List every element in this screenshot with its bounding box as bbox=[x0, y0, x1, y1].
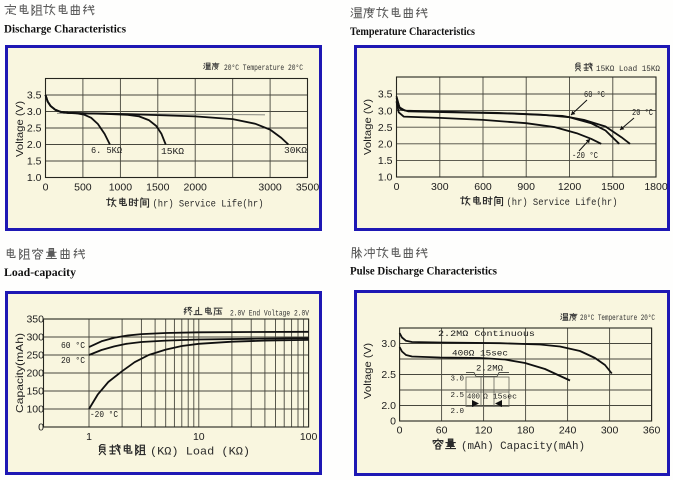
svg-text:Capacity(mAh): Capacity(mAh) bbox=[15, 333, 26, 413]
svg-text:(hr) Service Life(hr): (hr) Service Life(hr) bbox=[507, 197, 618, 209]
svg-text:300: 300 bbox=[431, 181, 449, 193]
svg-text:180: 180 bbox=[517, 425, 535, 437]
svg-text:1500: 1500 bbox=[601, 181, 625, 193]
svg-text:(hr) Service Life(hr): (hr) Service Life(hr) bbox=[153, 199, 264, 211]
svg-text:120: 120 bbox=[475, 425, 493, 437]
svg-text:3.0: 3.0 bbox=[378, 105, 393, 117]
svg-text:60 °C: 60 °C bbox=[61, 341, 86, 351]
svg-text:2.0V End Voltage 2.0V: 2.0V End Voltage 2.0V bbox=[230, 310, 309, 319]
svg-text:60 °C: 60 °C bbox=[584, 90, 605, 100]
svg-text:360: 360 bbox=[643, 425, 661, 437]
svg-text:350: 350 bbox=[26, 314, 44, 326]
svg-text:15KΩ Load 15KΩ: 15KΩ Load 15KΩ bbox=[596, 65, 660, 74]
svg-text:2.5: 2.5 bbox=[450, 392, 464, 400]
svg-text:6. 5KΩ: 6. 5KΩ bbox=[91, 146, 123, 156]
svg-text:0: 0 bbox=[38, 422, 44, 434]
svg-text:Voltage (V): Voltage (V) bbox=[15, 101, 26, 157]
svg-text:3500: 3500 bbox=[296, 182, 320, 194]
svg-text:1.0: 1.0 bbox=[378, 172, 393, 184]
svg-text:Ω 15sec: Ω 15sec bbox=[483, 394, 517, 402]
svg-text:1000: 1000 bbox=[109, 182, 133, 194]
svg-text:Load-capacity: Load-capacity bbox=[4, 267, 76, 279]
svg-text:-20 °C: -20 °C bbox=[572, 151, 598, 161]
svg-text:15KΩ: 15KΩ bbox=[161, 147, 185, 157]
svg-text:400Ω 15sec: 400Ω 15sec bbox=[452, 349, 508, 359]
svg-text:Discharge Characteristics: Discharge Characteristics bbox=[4, 24, 127, 36]
svg-text:20 °C: 20 °C bbox=[61, 356, 86, 366]
svg-text:2.0: 2.0 bbox=[27, 139, 42, 151]
svg-text:2.0: 2.0 bbox=[450, 408, 464, 416]
svg-text:2.0: 2.0 bbox=[378, 139, 393, 151]
svg-text:2.2MΩ Continuous: 2.2MΩ Continuous bbox=[438, 329, 535, 339]
svg-text:2.2MΩ: 2.2MΩ bbox=[476, 364, 503, 374]
svg-text:(mAh) Capacity(mAh): (mAh) Capacity(mAh) bbox=[461, 441, 585, 453]
svg-text:400: 400 bbox=[467, 394, 480, 402]
svg-text:0: 0 bbox=[394, 181, 400, 193]
svg-text:30KΩ: 30KΩ bbox=[284, 146, 308, 156]
svg-text:0: 0 bbox=[397, 425, 403, 437]
svg-text:1800: 1800 bbox=[644, 181, 668, 193]
svg-text:20 °C: 20 °C bbox=[632, 108, 653, 118]
svg-text:2.0: 2.0 bbox=[381, 400, 396, 412]
svg-text:0: 0 bbox=[43, 182, 49, 194]
svg-text:240: 240 bbox=[559, 425, 577, 437]
svg-text:300: 300 bbox=[601, 425, 619, 437]
svg-text:3.5: 3.5 bbox=[27, 90, 42, 102]
svg-text:600: 600 bbox=[474, 181, 492, 193]
svg-text:2.5: 2.5 bbox=[378, 122, 393, 134]
svg-text:3.5: 3.5 bbox=[378, 89, 393, 101]
svg-text:3.0: 3.0 bbox=[450, 376, 464, 384]
svg-text:2.5: 2.5 bbox=[27, 123, 42, 135]
svg-text:1500: 1500 bbox=[146, 182, 170, 194]
svg-text:0: 0 bbox=[390, 416, 396, 428]
svg-text:-20 °C: -20 °C bbox=[90, 410, 119, 420]
svg-text:2000: 2000 bbox=[184, 182, 208, 194]
svg-text:Pulse Discharge Characteristic: Pulse Discharge Characteristics bbox=[350, 266, 497, 278]
svg-text:Voltage (V): Voltage (V) bbox=[363, 343, 374, 399]
svg-text:10: 10 bbox=[193, 431, 205, 443]
svg-text:500: 500 bbox=[74, 182, 92, 194]
svg-text:100: 100 bbox=[26, 404, 44, 416]
svg-text:250: 250 bbox=[26, 350, 44, 362]
svg-text:300: 300 bbox=[26, 332, 44, 344]
svg-text:1.0: 1.0 bbox=[27, 172, 42, 184]
svg-text:200: 200 bbox=[26, 368, 44, 380]
svg-text:20°C Temperature 20°C: 20°C Temperature 20°C bbox=[580, 314, 655, 323]
svg-text:20°C Temperature 20°C: 20°C Temperature 20°C bbox=[224, 64, 303, 73]
svg-text:1.5: 1.5 bbox=[27, 156, 42, 168]
svg-text:100: 100 bbox=[300, 431, 318, 443]
svg-text:1: 1 bbox=[86, 431, 92, 443]
svg-text:Temperature Characteristics: Temperature Characteristics bbox=[350, 26, 475, 38]
svg-text:Voltage (V): Voltage (V) bbox=[363, 99, 374, 155]
svg-text:1.5: 1.5 bbox=[378, 155, 393, 167]
svg-text:3000: 3000 bbox=[258, 182, 282, 194]
svg-text:2.5: 2.5 bbox=[381, 369, 396, 381]
svg-text:150: 150 bbox=[26, 386, 44, 398]
svg-text:60: 60 bbox=[436, 425, 448, 437]
svg-text:3.0: 3.0 bbox=[381, 338, 396, 350]
svg-text:3.0: 3.0 bbox=[27, 106, 42, 118]
svg-text:900: 900 bbox=[517, 181, 535, 193]
svg-text:(KΩ) Load (KΩ): (KΩ) Load (KΩ) bbox=[150, 447, 250, 459]
svg-text:1200: 1200 bbox=[558, 181, 582, 193]
